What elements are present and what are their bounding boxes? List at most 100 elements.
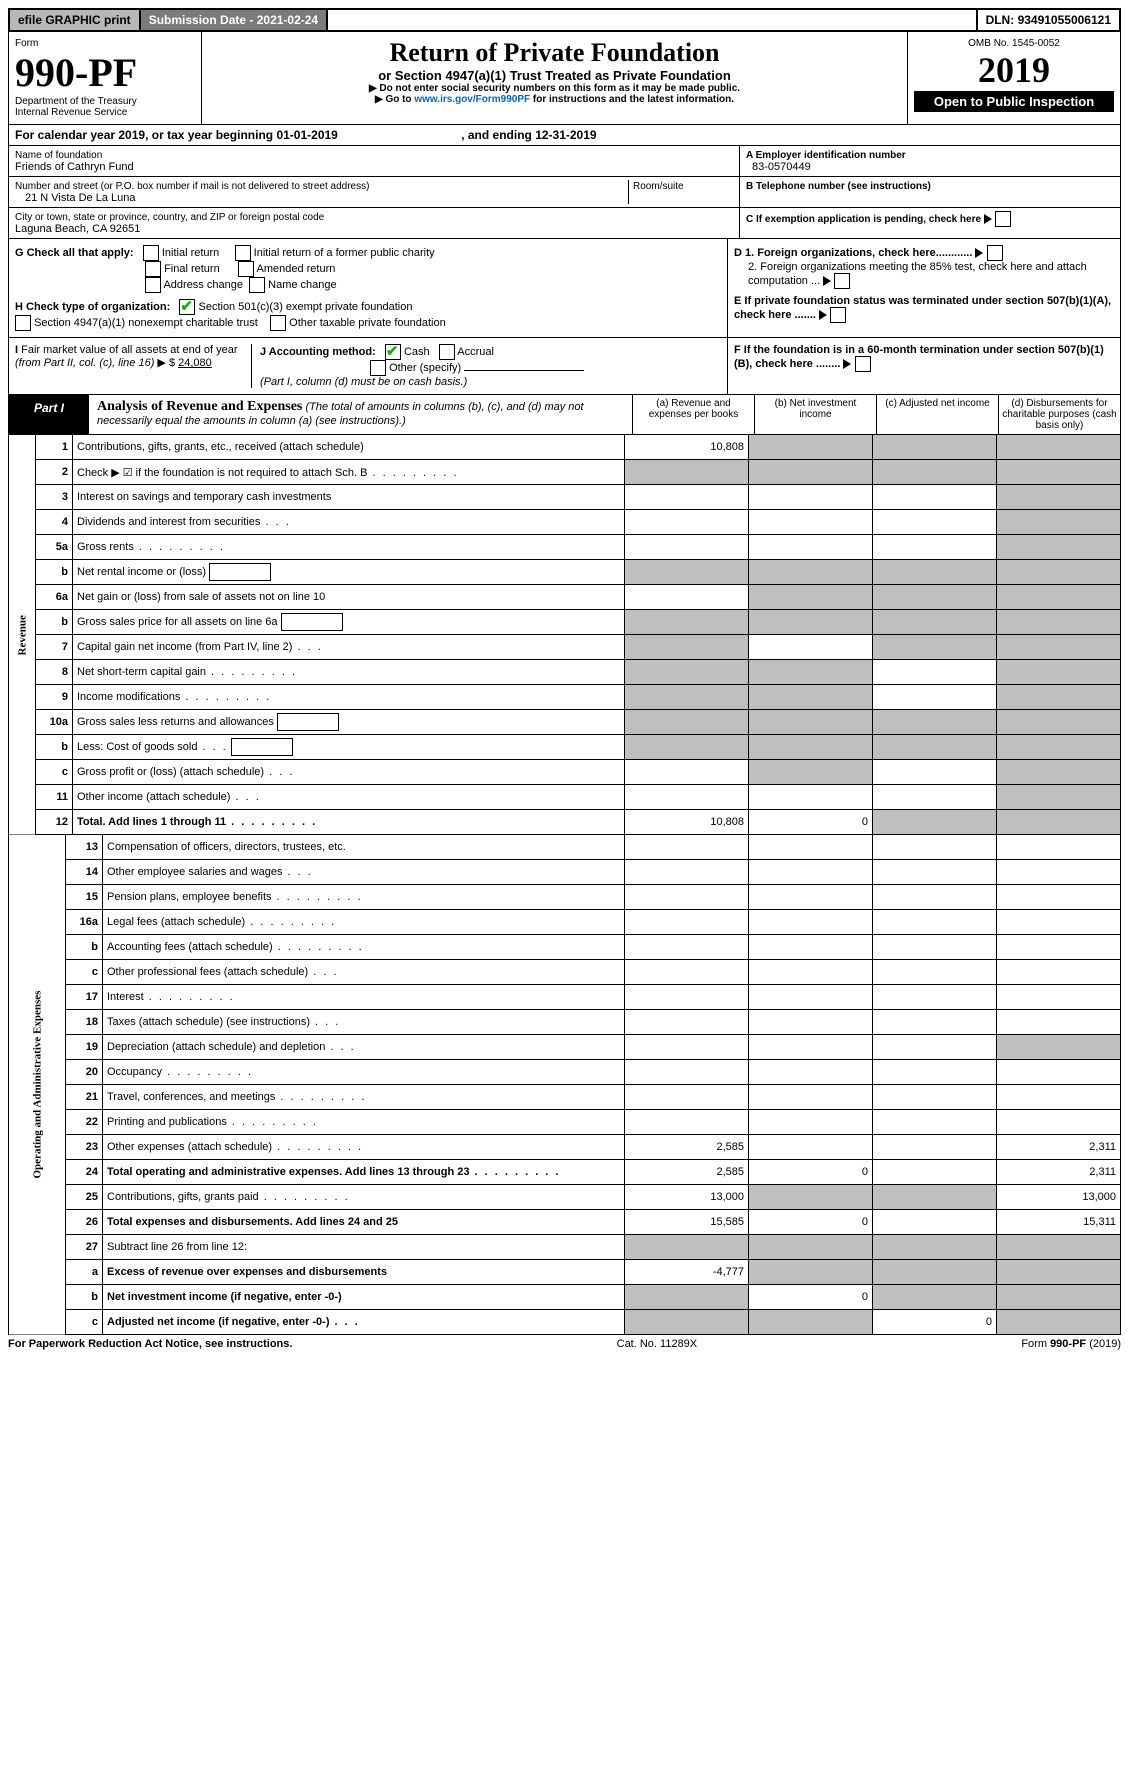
table-row: 2Check ▶ ☑ if the foundation is not requ…: [9, 460, 1121, 485]
i-label: I: [15, 344, 18, 356]
name-label: Name of foundation: [15, 150, 102, 161]
table-row: Operating and Administrative Expenses13C…: [9, 835, 1121, 860]
warning: ▶ Do not enter social security numbers o…: [208, 83, 901, 94]
checkbox-final[interactable]: [145, 261, 161, 277]
table-row: cGross profit or (loss) (attach schedule…: [9, 760, 1121, 785]
arrow-icon: [843, 359, 851, 369]
checkbox-c[interactable]: [995, 211, 1011, 227]
table-row: 14Other employee salaries and wages: [9, 860, 1121, 885]
g-label: G Check all that apply:: [15, 247, 134, 259]
ein: 83-0570449: [746, 161, 811, 173]
table-row: 18Taxes (attach schedule) (see instructi…: [9, 1010, 1121, 1035]
checkbox-accrual[interactable]: [439, 344, 455, 360]
table-row: aExcess of revenue over expenses and dis…: [9, 1260, 1121, 1285]
section-g-h: G Check all that apply: Initial return I…: [8, 239, 1121, 338]
dln: DLN: 93491055006121: [976, 10, 1119, 30]
table-row: 10aGross sales less returns and allowanc…: [9, 710, 1121, 735]
form-number: 990-PF: [15, 49, 195, 96]
form-link[interactable]: www.irs.gov/Form990PF: [414, 94, 530, 105]
checkbox-other-acct[interactable]: [370, 360, 386, 376]
col-d: (d) Disbursements for charitable purpose…: [998, 395, 1120, 434]
calendar-row: For calendar year 2019, or tax year begi…: [8, 125, 1121, 146]
section-i-j: I Fair market value of all assets at end…: [8, 338, 1121, 395]
checkbox-initial[interactable]: [143, 245, 159, 261]
checkbox-d2[interactable]: [834, 273, 850, 289]
checkbox-f[interactable]: [855, 356, 871, 372]
form-word: Form: [15, 38, 195, 49]
table-row: 19Depreciation (attach schedule) and dep…: [9, 1035, 1121, 1060]
checkbox-cash[interactable]: [385, 344, 401, 360]
table-row: bNet investment income (if negative, ent…: [9, 1285, 1121, 1310]
d2-label: 2. Foreign organizations meeting the 85%…: [748, 261, 1087, 287]
efile-btn[interactable]: efile GRAPHIC print: [10, 10, 141, 30]
paperwork-notice: For Paperwork Reduction Act Notice, see …: [8, 1338, 292, 1350]
form-header: Form 990-PF Department of the Treasury I…: [8, 32, 1121, 125]
table-row: 11Other income (attach schedule): [9, 785, 1121, 810]
fmv: 24,080: [178, 357, 212, 369]
submission-date: Submission Date - 2021-02-24: [141, 10, 328, 30]
street: 21 N Vista De La Luna: [15, 192, 135, 204]
table-row: 3Interest on savings and temporary cash …: [9, 485, 1121, 510]
phone-label: B Telephone number (see instructions): [746, 181, 931, 192]
table-row: 24Total operating and administrative exp…: [9, 1160, 1121, 1185]
top-bar: efile GRAPHIC print Submission Date - 20…: [8, 8, 1121, 32]
table-row: 21Travel, conferences, and meetings: [9, 1085, 1121, 1110]
form-title: Return of Private Foundation: [208, 38, 901, 68]
table-row: bGross sales price for all assets on lin…: [9, 610, 1121, 635]
table-row: Revenue1Contributions, gifts, grants, et…: [9, 435, 1121, 460]
ein-label: A Employer identification number: [746, 150, 906, 161]
checkbox-d1[interactable]: [987, 245, 1003, 261]
table-row: 12Total. Add lines 1 through 1110,8080: [9, 810, 1121, 835]
form-ref: Form 990-PF (2019): [1021, 1338, 1121, 1350]
table-row: 6aNet gain or (loss) from sale of assets…: [9, 585, 1121, 610]
city-label: City or town, state or province, country…: [15, 212, 324, 223]
part1-title: Analysis of Revenue and Expenses: [97, 399, 302, 414]
arrow-icon: [984, 214, 992, 224]
col-b: (b) Net investment income: [754, 395, 876, 434]
omb: OMB No. 1545-0052: [914, 38, 1114, 49]
checkbox-name[interactable]: [249, 277, 265, 293]
checkbox-501c3[interactable]: [179, 299, 195, 315]
j-note: (Part I, column (d) must be on cash basi…: [260, 376, 467, 388]
col-a: (a) Revenue and expenses per books: [632, 395, 754, 434]
h-label: H Check type of organization:: [15, 301, 170, 313]
j-label: J Accounting method:: [260, 346, 376, 358]
table-row: 20Occupancy: [9, 1060, 1121, 1085]
e-label: E If private foundation status was termi…: [734, 295, 1111, 321]
table-row: 8Net short-term capital gain: [9, 660, 1121, 685]
c-label: C If exemption application is pending, c…: [746, 214, 981, 225]
dept: Department of the Treasury: [15, 96, 195, 107]
irs: Internal Revenue Service: [15, 107, 195, 118]
section-label: Revenue: [9, 435, 36, 835]
part1-tab: Part I: [9, 395, 89, 434]
revenue-table: Revenue1Contributions, gifts, grants, et…: [8, 435, 1121, 835]
footer: For Paperwork Reduction Act Notice, see …: [8, 1335, 1121, 1353]
checkbox-former[interactable]: [235, 245, 251, 261]
table-row: 4Dividends and interest from securities: [9, 510, 1121, 535]
tax-year: 2019: [914, 49, 1114, 91]
checkbox-other-tax[interactable]: [270, 315, 286, 331]
table-row: 23Other expenses (attach schedule)2,5852…: [9, 1135, 1121, 1160]
arrow-icon: [975, 248, 983, 258]
identity-block: Name of foundationFriends of Cathryn Fun…: [8, 146, 1121, 239]
table-row: bAccounting fees (attach schedule): [9, 935, 1121, 960]
table-row: 26Total expenses and disbursements. Add …: [9, 1210, 1121, 1235]
table-row: 22Printing and publications: [9, 1110, 1121, 1135]
foundation-name: Friends of Cathryn Fund: [15, 161, 134, 173]
table-row: bNet rental income or (loss): [9, 560, 1121, 585]
table-row: 9Income modifications: [9, 685, 1121, 710]
checkbox-e[interactable]: [830, 307, 846, 323]
form-subtitle: or Section 4947(a)(1) Trust Treated as P…: [208, 68, 901, 83]
open-public: Open to Public Inspection: [914, 91, 1114, 112]
checkbox-amended[interactable]: [238, 261, 254, 277]
f-label: F If the foundation is in a 60-month ter…: [734, 344, 1104, 370]
d1-label: D 1. Foreign organizations, check here..…: [734, 247, 972, 259]
checkbox-addr[interactable]: [145, 277, 161, 293]
expense-table: Operating and Administrative Expenses13C…: [8, 835, 1121, 1335]
city: Laguna Beach, CA 92651: [15, 223, 140, 235]
checkbox-4947[interactable]: [15, 315, 31, 331]
table-row: 5aGross rents: [9, 535, 1121, 560]
table-row: bLess: Cost of goods sold: [9, 735, 1121, 760]
arrow-icon: [819, 310, 827, 320]
table-row: cAdjusted net income (if negative, enter…: [9, 1310, 1121, 1335]
